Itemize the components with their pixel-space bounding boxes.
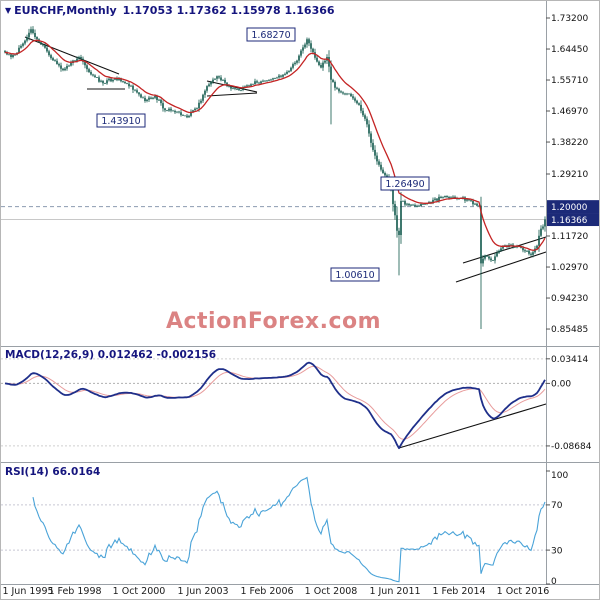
time-axis[interactable]: 1 Jun 1995 1 Feb 1998 1 Oct 2000 1 Jun 2… xyxy=(1,585,599,599)
ohlc-values: 1.17053 1.17362 1.15978 1.16366 xyxy=(122,4,335,17)
price-axis-label: 1.64450 xyxy=(551,45,588,55)
price-axis-label: 1.55710 xyxy=(551,76,588,86)
price-label-text: 1.00610 xyxy=(335,270,374,281)
rsi-axis-label: 0 xyxy=(551,577,557,587)
price-label-box xyxy=(380,176,430,191)
trendline xyxy=(206,92,258,97)
price-label-text: 1.26490 xyxy=(385,179,424,190)
date-label: 1 Oct 2008 xyxy=(304,586,358,597)
price-axis-label: 0.85485 xyxy=(551,325,588,335)
macd-main-line xyxy=(4,361,546,450)
price-axis-label: 1.11720 xyxy=(551,232,588,242)
rsi-header: RSI(14) 66.0164 xyxy=(5,466,101,478)
candle-wicks xyxy=(4,26,546,329)
price-tag xyxy=(547,213,599,227)
trendline xyxy=(455,251,547,283)
date-label: 1 Feb 1998 xyxy=(48,586,102,597)
price-tag-text: 1.16366 xyxy=(551,216,588,226)
date-label: 1 Oct 2016 xyxy=(496,586,550,597)
macd-header: MACD(12,26,9) 0.012462 -0.002156 xyxy=(5,349,217,361)
rsi-axis-label: 30 xyxy=(551,546,563,556)
date-label: 1 Feb 2006 xyxy=(240,586,294,597)
macd-trendline xyxy=(398,403,547,449)
price-tag xyxy=(547,200,599,214)
ma-line xyxy=(4,39,546,251)
candle-bodies xyxy=(4,29,546,264)
price-axis-label: 0.94230 xyxy=(551,294,588,304)
watermark: ActionForex.com xyxy=(165,309,382,334)
price-label-text: 1.68270 xyxy=(251,30,290,41)
trendline xyxy=(462,236,547,264)
price-axis-label: 1.29210 xyxy=(551,170,588,180)
chart-title: ▼ EURCHF,Monthly 1.17053 1.17362 1.15978 1… xyxy=(5,4,335,17)
price-label-box xyxy=(330,267,380,282)
price-tag-text: 1.20000 xyxy=(551,203,588,213)
date-label: 1 Jun 2011 xyxy=(369,586,421,597)
macd-axis-label: 0.03414 xyxy=(551,355,588,365)
price-label-box xyxy=(96,113,146,128)
date-label: 1 Jun 2003 xyxy=(177,586,229,597)
macd-axis-label: -0.08684 xyxy=(551,442,592,452)
date-label: 1 Jun 1995 xyxy=(2,586,54,597)
price-axis-label: 1.46970 xyxy=(551,107,588,117)
price-label-box xyxy=(246,27,296,42)
rsi-axis-label: 70 xyxy=(551,501,563,511)
price-label-text: 1.43910 xyxy=(101,116,140,127)
rsi-line xyxy=(32,476,546,583)
symbol-timeframe-label: EURCHF,Monthly xyxy=(14,4,117,17)
symbol-dropdown-icon[interactable]: ▼ xyxy=(5,6,12,15)
macd-axis-label: 0.00 xyxy=(551,380,571,390)
price-axis-label: 1.02970 xyxy=(551,263,588,273)
rsi-axis-label: 100 xyxy=(551,471,568,481)
price-axis-label: 1.73200 xyxy=(551,14,588,24)
date-label: 1 Feb 2014 xyxy=(432,586,486,597)
date-label: 1 Oct 2000 xyxy=(112,586,166,597)
price-axis-label: 1.38220 xyxy=(551,138,588,148)
